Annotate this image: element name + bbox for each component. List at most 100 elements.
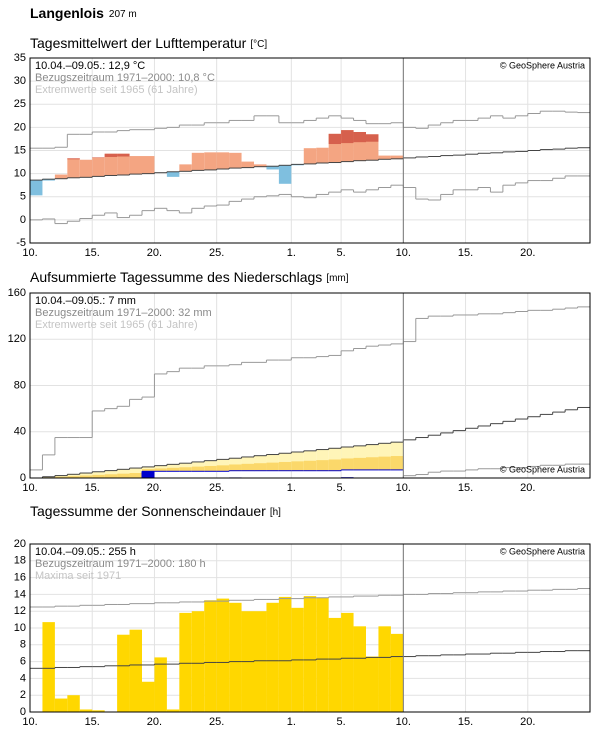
deficit-fill-lower (54, 476, 68, 478)
anomaly-bar (204, 152, 217, 170)
chart-unit: [mm] (326, 273, 348, 284)
copyright: © GeoSphere Austria (500, 546, 585, 556)
plot-border (29, 292, 591, 479)
x-tick-label: 15. (458, 716, 473, 728)
chart-unit: [h] (270, 507, 281, 518)
y-tick-label: 20 (14, 538, 26, 550)
anomaly-bar (166, 171, 180, 177)
summary-line: Extremwerte seit 1965 (61 Jahre) (35, 84, 198, 96)
anomaly-bar (54, 174, 68, 179)
x-tick-label: 5. (337, 482, 346, 494)
bar (179, 612, 192, 712)
y-tick-label: 4 (20, 672, 26, 684)
x-tick-label: 15. (85, 247, 100, 259)
anomaly-bar-far (328, 133, 342, 145)
bar (266, 602, 279, 712)
anomaly-bar (378, 155, 391, 160)
deficit-fill-lower (353, 457, 366, 470)
bar (390, 633, 404, 712)
x-tick-label: 15. (458, 482, 473, 494)
x-tick-label: 15. (85, 482, 100, 494)
summary-line: Bezugszeitraum 1971–2000: 32 mm (35, 307, 212, 319)
anomaly-bar (104, 153, 118, 176)
anomaly-bar (266, 166, 279, 170)
deficit-fill-lower (129, 473, 142, 478)
anomaly-bar (278, 165, 292, 184)
x-tick-label: 20. (520, 482, 535, 494)
chart-title-text: Tagesmittelwert der Lufttemperatur (30, 35, 247, 51)
deficit-fill-lower (67, 476, 80, 478)
summary-line: Maxima seit 1971 (35, 570, 121, 582)
deficit-fill-lower (390, 456, 404, 470)
y-tick-label: 80 (14, 379, 26, 391)
bar (353, 626, 366, 712)
anomaly-bar (241, 161, 254, 168)
copyright: © GeoSphere Austria (500, 464, 585, 474)
y-tick-label: 0 (20, 214, 26, 226)
chart-panel: Tagessumme der Sonnenscheindauer [h] 0 2 4 6 8… (14, 503, 591, 728)
bar (117, 634, 130, 712)
y-tick-label: 16 (14, 572, 26, 584)
chart-title: Tagesmittelwert der Lufttemperatur [°C] (30, 35, 267, 51)
x-tick-label: 20. (520, 247, 535, 259)
deficit-fill-lower (104, 474, 118, 478)
y-tick-label: 25 (14, 98, 26, 110)
chart-title-text: Aufsummierte Tagessumme des Niederschlag… (30, 269, 322, 285)
bar (328, 617, 342, 712)
deficit-fill-lower (241, 463, 254, 471)
chart-panel: Aufsummierte Tagessumme des Niederschlag… (8, 269, 591, 494)
chart-unit: [°C] (250, 39, 267, 50)
y-tick-label: 35 (14, 52, 26, 64)
bar (54, 698, 68, 712)
deficit-fill-lower (229, 464, 242, 471)
deficit-fill-lower (378, 456, 391, 470)
y-tick-label: 14 (14, 588, 26, 600)
y-tick-label: 40 (14, 426, 26, 438)
chart-panel: Tagesmittelwert der Lufttemperatur [°C] -5… (14, 35, 591, 259)
bar (229, 602, 242, 712)
deficit-fill-lower (117, 473, 130, 478)
deficit-fill-lower (216, 465, 230, 472)
station-line: Langenlois 207 m (30, 5, 137, 21)
x-tick-label: 15. (85, 716, 100, 728)
x-tick-label: 25. (209, 482, 224, 494)
x-tick-label: 1. (287, 247, 296, 259)
bar (129, 629, 142, 712)
x-tick-label: 20. (147, 716, 162, 728)
chart-title: Aufsummierte Tagessumme des Niederschlag… (30, 269, 349, 285)
bar (92, 710, 105, 712)
deficit-fill-lower (179, 467, 192, 472)
x-tick-label: 10. (396, 716, 411, 728)
plot-border (29, 57, 591, 244)
summary-line: 10.04.–09.05.: 7 mm (35, 295, 136, 307)
y-tick-label: 15 (14, 144, 26, 156)
station: Langenlois (30, 5, 104, 21)
x-tick-label: 20. (520, 716, 535, 728)
deficit-fill-lower (79, 475, 93, 478)
bar (166, 709, 180, 712)
plot-border (29, 543, 591, 713)
bar (142, 681, 155, 712)
elevation: 207 m (109, 9, 137, 20)
anomaly-bar-far (117, 153, 130, 157)
y-tick-label: 8 (20, 639, 26, 651)
anomaly-bar-far (104, 153, 118, 157)
bar (303, 596, 317, 712)
summary-line: 10.04.–09.05.: 12,9 °C (35, 60, 145, 72)
anomaly-bar-far (353, 132, 366, 143)
x-tick-label: 10. (22, 247, 37, 259)
y-tick-label: 0 (20, 706, 26, 718)
y-tick-label: 30 (14, 75, 26, 87)
x-tick-label: 10. (396, 482, 411, 494)
deficit-fill-lower (278, 461, 292, 471)
x-tick-label: 20. (147, 482, 162, 494)
x-tick-label: 10. (396, 247, 411, 259)
anomaly-bar (129, 156, 142, 175)
y-tick-label: 160 (8, 287, 26, 299)
chart-title-text: Tagessumme der Sonnenscheindauer (30, 503, 266, 519)
bar (254, 611, 267, 712)
x-tick-label: 15. (458, 247, 473, 259)
deficit-fill-lower (191, 466, 205, 472)
anomaly-bar (303, 148, 317, 164)
